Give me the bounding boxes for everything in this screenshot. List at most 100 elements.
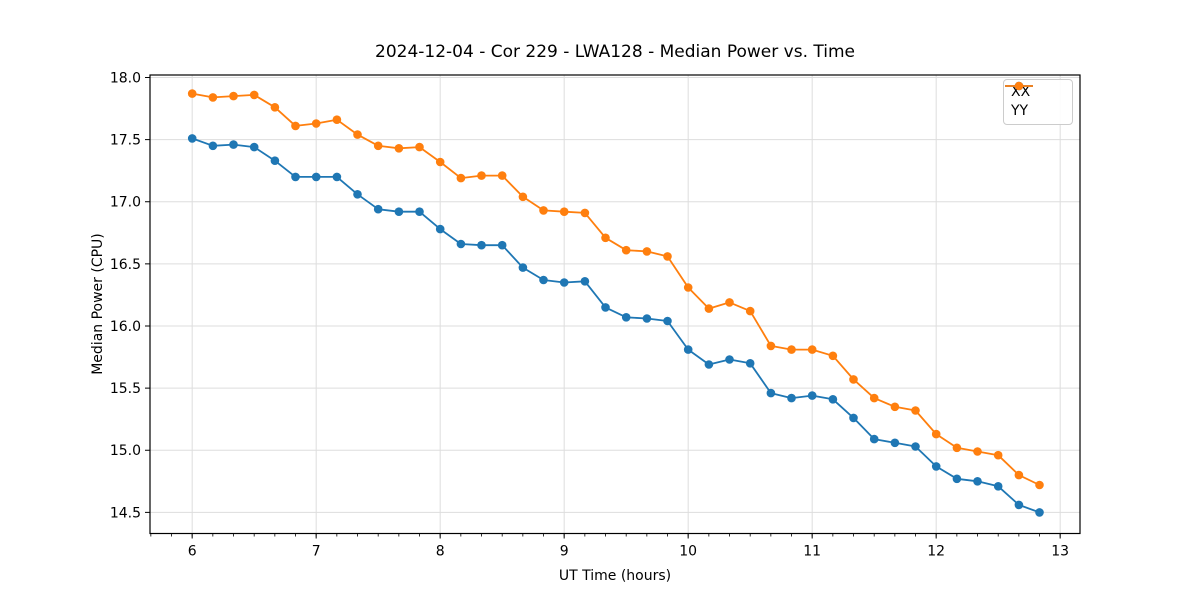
series-line-xx <box>191 137 1041 514</box>
data-point-yy <box>270 103 280 112</box>
data-point-yy <box>373 141 383 151</box>
y-tick-label: 14.5 <box>110 505 141 521</box>
data-point-yy <box>952 443 962 453</box>
data-point-yy <box>1035 480 1044 490</box>
data-point-yy <box>394 144 404 153</box>
data-point-xx <box>332 172 342 182</box>
data-point-xx <box>208 141 218 151</box>
data-point-yy <box>683 283 693 292</box>
data-point-yy <box>807 345 817 354</box>
data-point-yy <box>911 406 920 415</box>
data-point-xx <box>621 313 631 322</box>
data-point-yy <box>311 119 321 128</box>
data-point-xx <box>270 156 280 165</box>
data-point-yy <box>208 93 218 102</box>
data-point-yy <box>787 345 796 354</box>
x-tick-label: 8 <box>436 544 445 560</box>
legend-label: YY <box>1011 103 1029 119</box>
data-point-xx <box>373 204 383 214</box>
data-point-xx <box>435 224 445 234</box>
data-point-xx <box>725 355 734 364</box>
data-point-xx <box>787 393 796 403</box>
data-point-yy <box>704 304 714 313</box>
data-point-xx <box>601 303 610 312</box>
y-tick-label: 17.5 <box>110 133 141 149</box>
data-point-yy <box>497 171 507 180</box>
data-point-yy <box>187 89 197 98</box>
x-tick-label: 11 <box>803 544 821 560</box>
data-point-yy <box>828 351 838 361</box>
data-point-yy <box>249 90 259 100</box>
data-point-xx <box>497 240 507 250</box>
data-point-xx <box>291 172 300 182</box>
data-point-xx <box>559 278 569 287</box>
data-point-xx <box>663 316 672 326</box>
data-point-yy <box>973 447 982 456</box>
data-point-yy <box>993 450 1003 460</box>
x-axis-label: UT Time (hours) <box>558 568 672 584</box>
data-point-xx <box>580 277 590 286</box>
data-point-xx <box>518 263 528 272</box>
data-point-xx <box>456 239 466 249</box>
data-point-xx <box>766 388 776 398</box>
data-point-yy <box>849 375 858 384</box>
data-point-yy <box>663 252 672 261</box>
plot-frame <box>149 74 1081 535</box>
gridlines <box>150 75 1080 534</box>
y-tick-label: 16.0 <box>110 319 141 335</box>
x-tick-label: 9 <box>560 544 569 560</box>
data-point-yy <box>1014 470 1024 480</box>
data-point-xx <box>187 134 197 143</box>
data-point-yy <box>580 208 590 218</box>
legend-marker-icon <box>1014 81 1024 91</box>
data-point-yy <box>601 233 610 243</box>
data-point-yy <box>435 157 445 167</box>
data-point-yy <box>890 402 900 412</box>
data-point-xx <box>807 391 817 400</box>
data-point-xx <box>745 359 755 368</box>
data-point-yy <box>477 171 486 180</box>
x-tick-label: 13 <box>1051 544 1069 560</box>
legend-item-yy: YY <box>1005 81 1064 119</box>
data-point-xx <box>1014 500 1024 510</box>
data-point-yy <box>725 298 734 307</box>
data-point-xx <box>704 360 714 369</box>
data-point-xx <box>415 207 424 216</box>
data-point-xx <box>683 345 693 354</box>
data-point-xx <box>952 474 962 484</box>
chart-title: 2024-12-04 - Cor 229 - LWA128 - Median P… <box>375 42 855 62</box>
data-point-xx <box>249 142 259 152</box>
data-point-xx <box>869 434 879 444</box>
data-point-xx <box>890 438 900 448</box>
data-point-yy <box>415 142 424 152</box>
data-point-yy <box>745 306 755 316</box>
data-point-yy <box>766 341 776 351</box>
y-tick-label: 15.0 <box>110 443 141 459</box>
data-point-xx <box>477 240 486 250</box>
data-point-xx <box>973 477 982 486</box>
data-point-xx <box>642 314 652 323</box>
data-point-xx <box>993 482 1003 491</box>
data-point-xx <box>849 413 858 423</box>
data-point-xx <box>311 172 321 182</box>
x-tick-label: 12 <box>927 544 945 560</box>
x-tick-label: 6 <box>188 544 197 560</box>
axis-tick-labels: 6 7 8 9 10 11 12 13 14.5 15.0 15.5 16.0 16.5 17.0 17.5… <box>110 70 1069 559</box>
data-point-xx <box>911 442 920 451</box>
data-point-xx <box>394 207 404 216</box>
data-point-xx <box>229 140 238 149</box>
data-point-xx <box>1035 508 1044 517</box>
data-series <box>187 89 1044 517</box>
x-tick-label: 7 <box>312 544 321 560</box>
data-point-xx <box>828 395 838 404</box>
series-line-yy <box>191 92 1041 486</box>
data-point-xx <box>353 190 362 199</box>
data-point-yy <box>621 245 631 255</box>
data-point-xx <box>539 275 548 285</box>
data-point-yy <box>229 91 238 101</box>
data-point-yy <box>931 429 941 439</box>
data-point-yy <box>332 115 342 124</box>
y-tick-label: 15.5 <box>110 381 141 397</box>
